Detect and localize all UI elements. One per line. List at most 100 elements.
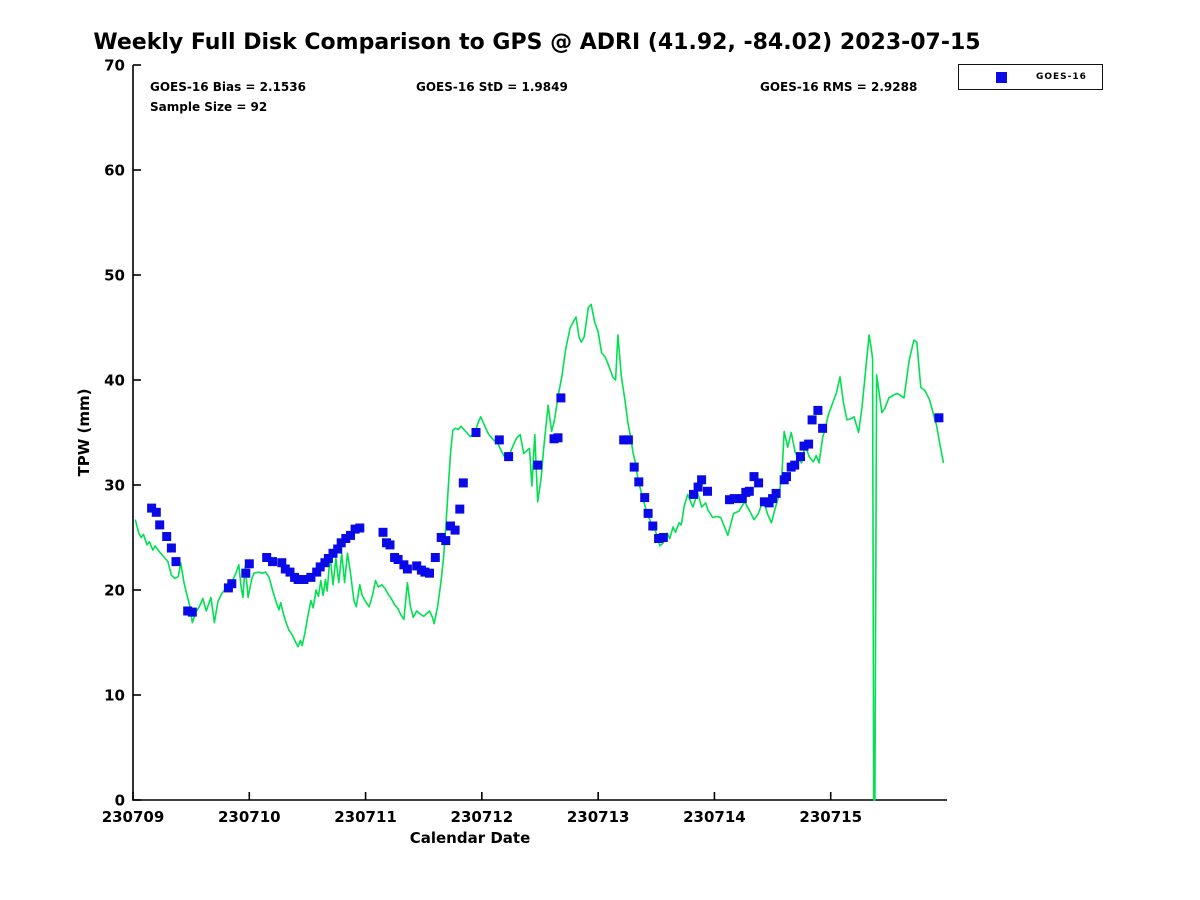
y-tick-label: 60 [104, 162, 125, 180]
goes16-data-point [813, 405, 823, 415]
x-tick-label: 230711 [334, 808, 397, 826]
y-tick-label: 50 [104, 267, 125, 285]
goes16-data-point [162, 532, 172, 541]
goes16-data-point [328, 548, 338, 558]
goes16-data-point [643, 508, 653, 518]
goes16-data-point [385, 540, 395, 550]
goes16-data-point [420, 567, 430, 577]
goes16-data-point [323, 554, 333, 563]
goes16-data-point [697, 475, 707, 485]
goes16-data-point [425, 568, 434, 578]
goes16-data-point [285, 567, 295, 577]
goes16-data-point [436, 533, 446, 542]
x-tick-label: 230715 [799, 808, 862, 826]
goes16-data-point [430, 553, 440, 562]
goes16-data-point [818, 423, 828, 433]
goes16-data-point [648, 521, 658, 531]
x-tick-label: 230712 [451, 808, 514, 826]
goes16-data-point [629, 462, 639, 472]
goes16-data-point [393, 555, 403, 564]
goes16-data-point [693, 482, 703, 492]
goes16-data-point [277, 558, 287, 568]
goes16-data-point [689, 489, 698, 499]
goes16-data-point [262, 553, 272, 562]
gps-line-series [134, 303, 945, 801]
goes16-data-point [553, 433, 563, 443]
legend: GOES-16 [958, 64, 1103, 90]
goes16-data-point [280, 564, 290, 574]
goes16-data-point [227, 579, 237, 589]
x-axis-label: Calendar Date [410, 829, 531, 847]
goes16-data-point [450, 525, 460, 535]
goes16-data-point [378, 527, 388, 537]
goes16-data-point [166, 543, 176, 553]
goes16-data-point [471, 428, 481, 437]
goes16-data-point [782, 472, 791, 482]
goes16-data-point [634, 477, 644, 487]
goes16-data-point [749, 472, 759, 482]
y-tick-label: 20 [104, 582, 125, 600]
goes16-data-point [533, 460, 543, 470]
page-title: Weekly Full Disk Comparison to GPS @ ADR… [93, 30, 981, 55]
goes16-data-point [315, 562, 325, 572]
goes16-data-point [455, 504, 465, 514]
goes16-data-point [446, 521, 455, 531]
goes16-data-point [155, 520, 165, 530]
goes16-data-point [241, 568, 251, 578]
stat-std-text: GOES-16 StD = 1.9849 [416, 80, 568, 94]
goes16-data-point [268, 557, 277, 567]
goes16-data-point [244, 559, 254, 569]
goes16-data-point [556, 393, 566, 403]
goes16-data-point [640, 493, 650, 503]
goes16-data-point [187, 607, 197, 617]
goes16-data-point [355, 523, 365, 533]
goes16-data-point [619, 435, 629, 445]
x-tick-label: 230714 [683, 808, 746, 826]
goes16-data-point [147, 503, 157, 513]
y-tick-label: 70 [104, 57, 125, 75]
goes16-data-point [799, 441, 809, 451]
stat-bias-text: GOES-16 Bias = 2.1536 [150, 80, 306, 94]
goes16-data-point [729, 494, 739, 504]
goes16-data-point [402, 564, 412, 574]
goes16-data-point [341, 534, 351, 543]
x-tick-label: 230710 [218, 808, 281, 826]
goes16-data-point [768, 494, 778, 504]
goes16-data-point [350, 524, 360, 534]
goes16-data-point [804, 439, 814, 449]
y-tick-label: 40 [104, 372, 125, 390]
goes16-data-point [754, 478, 764, 488]
goes16-data-point [458, 478, 468, 488]
goes16-data-point [346, 530, 355, 540]
goes16-data-point [759, 497, 769, 507]
goes16-data-point [807, 415, 817, 425]
goes16-data-point [658, 533, 668, 542]
goes16-data-point [934, 413, 944, 423]
goes16-data-point [171, 557, 181, 567]
stat-rms-text: GOES-16 RMS = 2.9288 [760, 80, 918, 94]
goes16-data-point [183, 606, 193, 616]
goes16-data-point [494, 435, 504, 445]
y-tick-label: 10 [104, 687, 125, 705]
goes16-data-point [299, 575, 309, 584]
goes16-data-point [771, 488, 781, 498]
goes16-data-point [333, 544, 343, 554]
goes16-data-point [654, 534, 664, 543]
y-axis-label: TPW (mm) [75, 389, 93, 477]
goes16-data-point [796, 452, 805, 462]
goes16-data-point [336, 538, 346, 548]
legend-marker-swatch-icon [996, 71, 1007, 83]
x-tick-label: 230713 [567, 808, 630, 826]
goes16-data-point [412, 561, 422, 571]
goes16-data-point [306, 572, 316, 582]
goes16-data-point [623, 435, 633, 445]
goes16-data-point [737, 494, 747, 504]
y-tick-label: 0 [115, 792, 125, 810]
goes16-data-point [312, 567, 322, 577]
goes16-data-point [744, 486, 754, 496]
goes16-data-point [504, 452, 514, 462]
goes16-data-point [441, 536, 451, 546]
goes16-data-point [790, 460, 800, 470]
